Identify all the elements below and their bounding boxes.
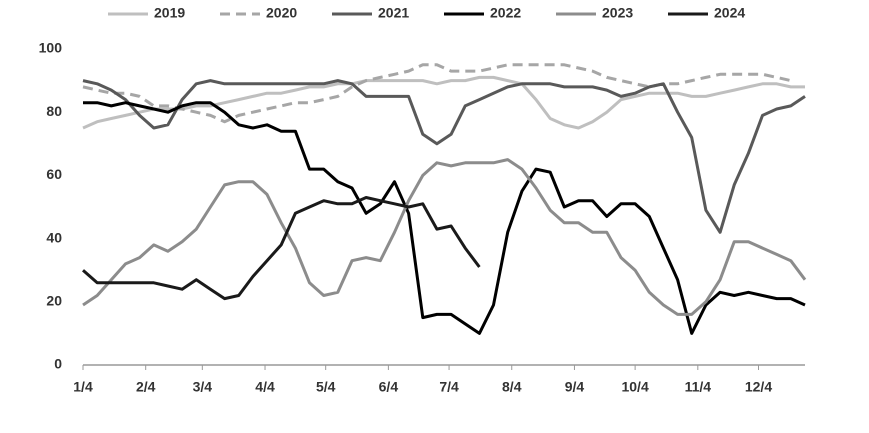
x-tick-label: 1/4 — [73, 379, 93, 395]
y-tick-label: 80 — [46, 103, 62, 119]
legend-label: 2019 — [154, 5, 185, 21]
y-tick-label: 20 — [46, 293, 62, 309]
x-tick-label: 9/4 — [565, 379, 585, 395]
series-line — [82, 196, 481, 301]
x-tick-label: 11/4 — [685, 379, 712, 395]
legend-label: 2023 — [602, 5, 633, 21]
legend-label: 2020 — [266, 5, 297, 21]
series-line — [83, 101, 806, 335]
y-tick-label: 60 — [46, 166, 62, 182]
x-tick-label: 5/4 — [316, 379, 336, 395]
legend-label: 2024 — [714, 5, 745, 21]
y-tick-label: 100 — [39, 40, 63, 56]
x-tick-label: 4/4 — [255, 379, 275, 395]
x-tick-label: 7/4 — [439, 379, 459, 395]
series-line — [82, 63, 792, 124]
y-tick-label: 40 — [46, 229, 62, 245]
legend-label: 2021 — [378, 5, 409, 21]
x-tick-label: 2/4 — [136, 379, 156, 395]
x-tick-label: 8/4 — [502, 379, 522, 395]
x-tick-label: 3/4 — [193, 379, 213, 395]
y-tick-label: 0 — [54, 356, 62, 372]
x-tick-label: 12/4 — [745, 379, 772, 395]
series-line — [82, 79, 806, 234]
series-line — [82, 75, 805, 130]
x-tick-label: 6/4 — [379, 379, 399, 395]
x-tick-label: 10/4 — [621, 379, 648, 395]
series-line — [82, 158, 807, 316]
legend-label: 2022 — [490, 5, 521, 21]
